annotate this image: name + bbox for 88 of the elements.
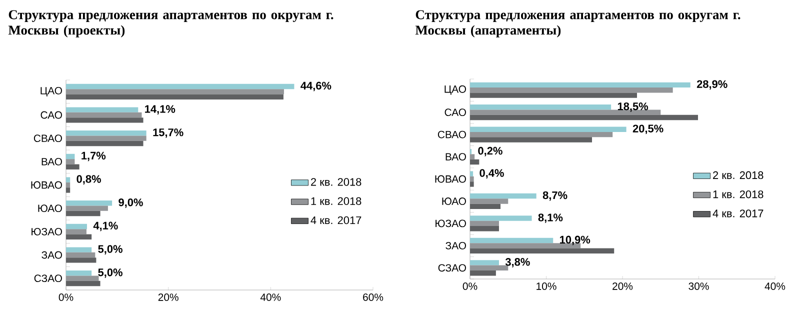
bar [470,216,532,221]
data-label: 14,1% [145,105,176,114]
bar [470,171,474,176]
y-tick-label: СЗАО [34,274,62,282]
x-tick-label: 20% [612,282,633,290]
bar [66,84,294,90]
x-tick-label: 20% [158,294,178,301]
legend-label: 4 кв. 2017 [310,216,362,224]
bar [470,114,698,120]
y-tick-label: ЮЗАО [436,220,466,228]
bar [470,260,499,266]
data-label: 28,9% [696,80,728,90]
bar [470,137,592,142]
bar [66,164,80,170]
bar [66,200,112,206]
y-tick-label: СЗАО [438,264,466,272]
y-tick-label: ЮВАО [31,181,62,189]
bar [66,210,100,216]
data-label: 8,7% [542,191,568,201]
data-label: 15,7% [153,128,184,138]
data-label: 0,4% [480,169,504,178]
chart-title: Структура предложения апартаментов по округам г. Москвы (проекты) [8,10,334,38]
data-label: 10,9% [560,236,590,246]
legend-label: 2 кв. 2018 [310,178,362,186]
data-label: 5,0% [98,268,122,278]
bar [66,140,144,146]
y-tick-label: ВАО [42,158,62,166]
bar [66,224,87,230]
data-label: 20,5% [632,124,664,134]
legend-label: 1 кв. 2018 [311,197,362,205]
bar [66,177,70,182]
bar [66,280,100,286]
y-tick-label: ЮАО [38,204,62,212]
bar [66,130,146,136]
data-label: 4,1% [93,222,118,232]
y-tick-label: ЮЗАО [32,228,62,236]
y-tick-label: САО [40,111,62,119]
y-tick-label: САО [444,108,466,116]
data-label: 0,8% [76,175,101,184]
bar [470,270,496,276]
x-tick-label: 0% [58,294,74,301]
bar [470,248,614,254]
bar [66,154,75,160]
y-tick-label: ЮАО [442,198,466,205]
y-tick-label: ЮВАО [435,175,466,183]
bar [470,204,501,210]
bar [470,193,536,199]
bar [66,258,96,263]
legend-label: 4 кв. 2017 [712,210,764,218]
y-tick-label: СВАО [34,134,62,142]
y-tick-label: СВАО [438,130,466,138]
bar [470,226,499,232]
x-tick-label: 60% [363,294,384,301]
data-label: 9,0% [118,198,143,208]
y-tick-label: ЗАО [42,251,62,259]
bar [470,92,637,98]
bar [66,94,284,100]
y-tick-label: ЗАО [446,242,466,250]
x-tick-label: 40% [260,294,281,301]
y-tick-label: ЦАО [40,86,62,96]
bar [470,126,626,132]
bar [66,234,92,240]
bar [470,238,554,244]
bar [66,188,70,193]
y-tick-label: ЦАО [444,85,466,95]
data-label: 0,2% [478,146,502,156]
data-label: 44,6% [300,82,332,92]
bar [66,270,92,276]
bar [66,107,138,112]
bar [470,82,690,88]
data-label: 18,5% [618,102,648,112]
bar [470,182,474,187]
data-label: 5,0% [98,245,122,254]
y-tick-label: ВАО [446,153,466,160]
x-tick-label: 0% [462,282,478,290]
chart-title: Структура предложения апартаментов по округам г. Москвы (апартаменты) [415,10,740,38]
data-label: 3,8% [505,258,530,268]
bar [470,159,480,165]
data-label: 8,1% [538,214,563,223]
legend-label: 1 кв. 2018 [713,190,764,198]
bar [66,118,144,123]
legend-label: 2 кв. 2018 [713,171,764,180]
bar [470,104,612,110]
x-tick-label: 40% [764,282,786,290]
x-tick-label: 10% [536,282,556,290]
bar [66,247,92,252]
data-label: 1,7% [82,152,106,162]
x-tick-label: 30% [688,282,709,290]
